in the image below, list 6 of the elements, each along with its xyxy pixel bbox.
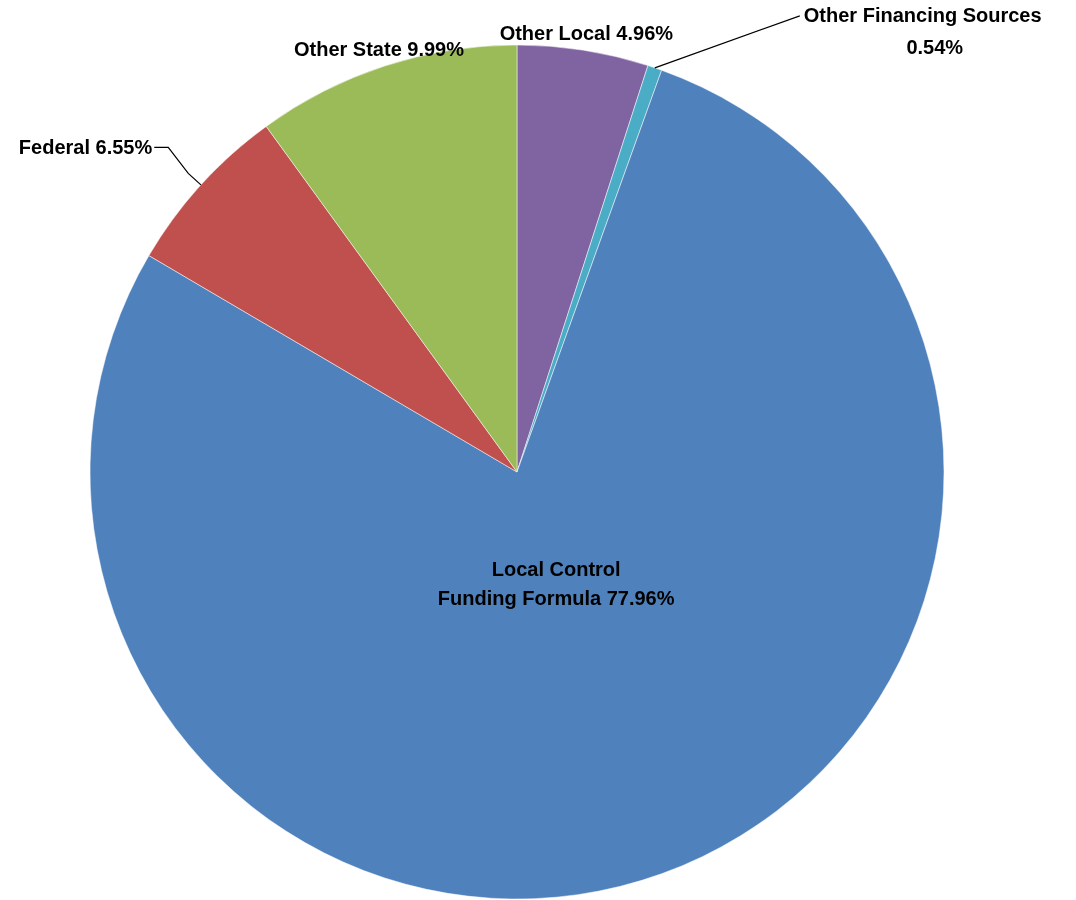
slice-label: Other Financing Sources (803, 3, 1042, 26)
slice-label: Federal 6.55% (18, 136, 153, 159)
slice-label: Other Local 4.96% (499, 22, 674, 45)
slice-label: Other State 9.99% (293, 38, 465, 61)
slice-label: Local Control Funding Formula 77.96% (437, 558, 675, 610)
data-label: 0.54% (906, 35, 964, 58)
